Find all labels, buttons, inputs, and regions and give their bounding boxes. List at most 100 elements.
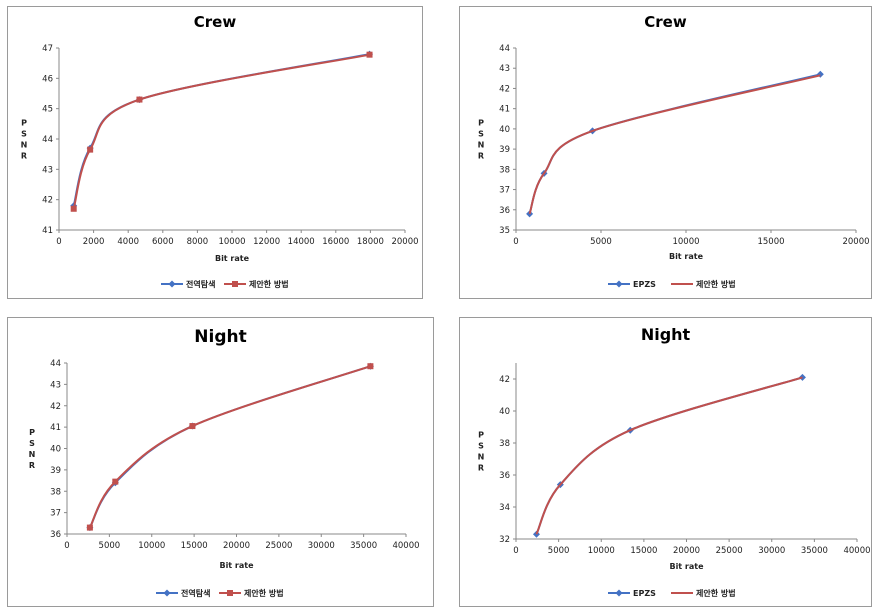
x-tick-label: 18000 [357, 237, 384, 247]
data-point-square [112, 478, 119, 485]
y-tick-label: 43 [50, 380, 61, 390]
x-tick-label: 20000 [223, 541, 250, 551]
data-point-square [87, 146, 94, 153]
x-tick-label: 14000 [288, 237, 315, 247]
legend-marker [163, 589, 171, 597]
legend-label: EPZS [633, 589, 656, 598]
chart-panel-crew-epzs: Crew 35 36 37 38 39 40 41 42 43 44 0 5000 10000 15000 2… [459, 6, 872, 299]
data-point-square [136, 96, 143, 103]
x-tick-label: 5000 [548, 546, 570, 556]
x-tick-label: 0 [513, 546, 518, 556]
y-tick-label: 40 [499, 407, 510, 417]
chart-title: Night [641, 325, 691, 344]
data-point-square [86, 524, 93, 531]
y-tick-label: 42 [499, 84, 510, 94]
x-tick-label: 40000 [843, 546, 870, 556]
y-tick-label: 32 [499, 535, 510, 545]
x-tick-label: 10000 [672, 237, 699, 247]
legend-label: 전역탐색 [181, 588, 210, 598]
legend-marker [615, 280, 623, 288]
data-point-square [367, 363, 374, 370]
x-tick-label: 4000 [117, 237, 139, 247]
y-tick-label: 41 [42, 226, 53, 236]
data-point-square [366, 51, 373, 58]
series-line [528, 73, 821, 215]
y-tick-label: 44 [499, 44, 510, 54]
chart-svg: Crew 41 42 43 44 45 46 47 0 2000 4000 6000 8000 10000… [21, 13, 419, 289]
y-tick-label: 37 [50, 509, 61, 519]
x-tick-label: 15000 [181, 541, 208, 551]
data-point-diamond [532, 530, 540, 538]
y-tick-label: 40 [50, 445, 61, 455]
legend-label: EPZS [633, 280, 656, 289]
y-tick-label: 44 [42, 135, 53, 145]
chart-svg: Night 32 34 36 38 40 42 0 5000 10000 15000 20000 250… [478, 325, 871, 598]
x-tick-label: 2000 [83, 237, 105, 247]
y-tick-label: 38 [499, 165, 510, 175]
y-tick-label: 44 [50, 359, 61, 369]
legend-label: 제안한 방법 [244, 588, 284, 598]
x-axis-label: Bit rate [669, 252, 704, 261]
x-tick-label: 25000 [716, 546, 743, 556]
legend-marker [615, 589, 623, 597]
y-tick-label: 38 [499, 439, 510, 449]
x-tick-label: 15000 [630, 546, 657, 556]
legend-label: 전역탐색 [186, 279, 215, 289]
x-tick-label: 20000 [673, 546, 700, 556]
y-tick-label: 47 [42, 44, 53, 54]
x-tick-label: 5000 [99, 541, 121, 551]
legend-label: 제안한 방법 [696, 279, 736, 289]
series-line [72, 53, 370, 207]
y-tick-label: 40 [499, 125, 510, 135]
x-tick-label: 12000 [253, 237, 280, 247]
y-tick-label: 42 [42, 196, 53, 206]
x-tick-label: 40000 [392, 541, 419, 551]
data-point-square [189, 423, 196, 430]
series-line [535, 376, 803, 535]
y-tick-label: 39 [50, 466, 61, 476]
data-point-square [70, 205, 77, 212]
x-tick-label: 6000 [152, 237, 174, 247]
y-tick-label: 36 [499, 471, 510, 481]
y-tick-label: 36 [499, 206, 510, 216]
y-tick-label: 41 [499, 105, 510, 115]
legend-marker [227, 590, 233, 596]
x-tick-label: 20000 [391, 237, 418, 247]
x-tick-label: 10000 [138, 541, 165, 551]
y-tick-label: 34 [499, 503, 510, 513]
y-tick-label: 36 [50, 530, 61, 540]
series-line [88, 365, 371, 529]
y-tick-label: 42 [50, 402, 61, 412]
y-tick-label: 37 [499, 186, 510, 196]
legend-marker [168, 280, 176, 288]
legend-label: 제안한 방법 [696, 588, 736, 598]
y-tick-label: 35 [499, 226, 510, 236]
y-tick-label: 43 [499, 64, 510, 74]
chart-panel-night-full-search: Night 36 37 38 39 40 41 42 43 44 0 5000 10000 15000 20… [7, 317, 434, 607]
chart-panel-night-epzs: Night 32 34 36 38 40 42 0 5000 10000 15000 20000 250… [459, 317, 872, 607]
x-tick-label: 20000 [842, 237, 869, 247]
series-line [72, 53, 370, 210]
chart-title: Crew [194, 13, 237, 31]
chart-svg: Crew 35 36 37 38 39 40 41 42 43 44 0 5000 10000 15000 2… [478, 13, 870, 289]
x-tick-label: 8000 [187, 237, 209, 247]
series-line [535, 376, 803, 535]
x-tick-label: 10000 [218, 237, 245, 247]
x-tick-label: 0 [64, 541, 69, 551]
y-tick-label: 46 [42, 74, 53, 84]
x-tick-label: 35000 [801, 546, 828, 556]
x-tick-label: 0 [56, 237, 61, 247]
series-line [528, 74, 821, 215]
x-axis-label: Bit rate [215, 254, 250, 263]
y-tick-label: 39 [499, 145, 510, 155]
x-tick-label: 10000 [588, 546, 615, 556]
x-tick-label: 5000 [590, 237, 612, 247]
x-tick-label: 15000 [757, 237, 784, 247]
y-tick-label: 42 [499, 375, 510, 385]
x-tick-label: 25000 [265, 541, 292, 551]
series-line [88, 365, 371, 529]
